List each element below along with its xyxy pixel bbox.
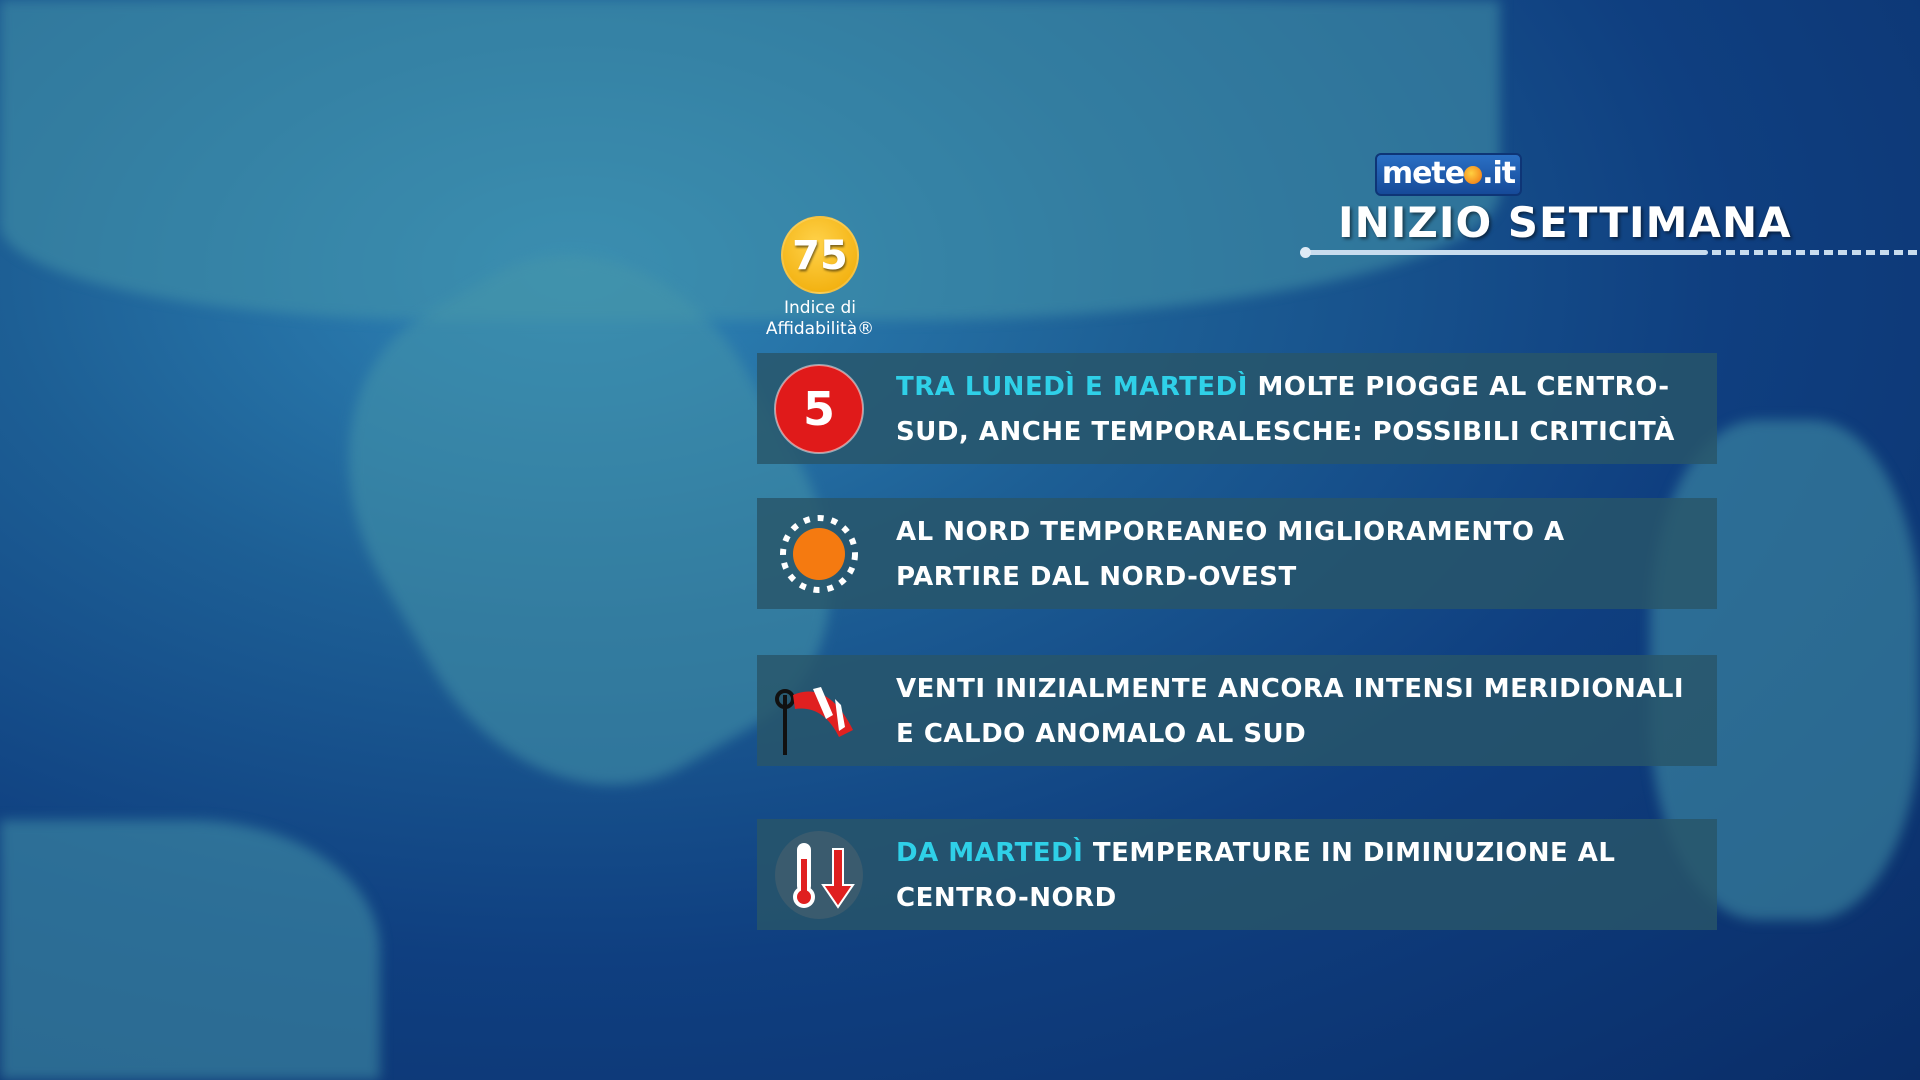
windsock-icon <box>775 687 853 755</box>
risk-level-5-icon: 5 <box>774 364 864 454</box>
forecast-item: VENTI INIZIALMENTE ANCORA INTENSI MERIDI… <box>757 655 1717 766</box>
map-land <box>0 820 380 1080</box>
title-underline <box>1300 247 1708 258</box>
thermometer-down-icon <box>775 831 863 919</box>
page-title: INIZIO SETTIMANA <box>1338 198 1792 247</box>
forecast-item: AL NORD TEMPOREANEO MIGLIORAMENTO A PART… <box>757 498 1717 609</box>
svg-text:5: 5 <box>803 382 835 436</box>
forecast-text: VENTI INIZIALMENTE ANCORA INTENSI MERIDI… <box>896 674 1685 749</box>
forecast-text: DA MARTEDÌ TEMPERATURE IN DIMINUZIONE AL… <box>896 838 1616 913</box>
forecast-text: AL NORD TEMPOREANEO MIGLIORAMENTO A PART… <box>896 517 1565 592</box>
title-dashed-line <box>1712 250 1920 255</box>
map-land <box>0 0 1500 320</box>
meteo-it-logo: mete .it <box>1375 153 1522 196</box>
forecast-text: TRA LUNEDÌ E MARTEDÌ MOLTE PIOGGE AL CEN… <box>896 372 1675 447</box>
reliability-label: Indice di Affidabilità® <box>765 298 875 339</box>
forecast-item: 5 TRA LUNEDÌ E MARTEDÌ MOLTE PIOGGE AL C… <box>757 353 1717 464</box>
logo-sun-dot <box>1464 166 1483 184</box>
reliability-badge: 75 <box>781 216 859 294</box>
forecast-item: DA MARTEDÌ TEMPERATURE IN DIMINUZIONE AL… <box>757 819 1717 930</box>
sun-icon <box>780 515 858 593</box>
